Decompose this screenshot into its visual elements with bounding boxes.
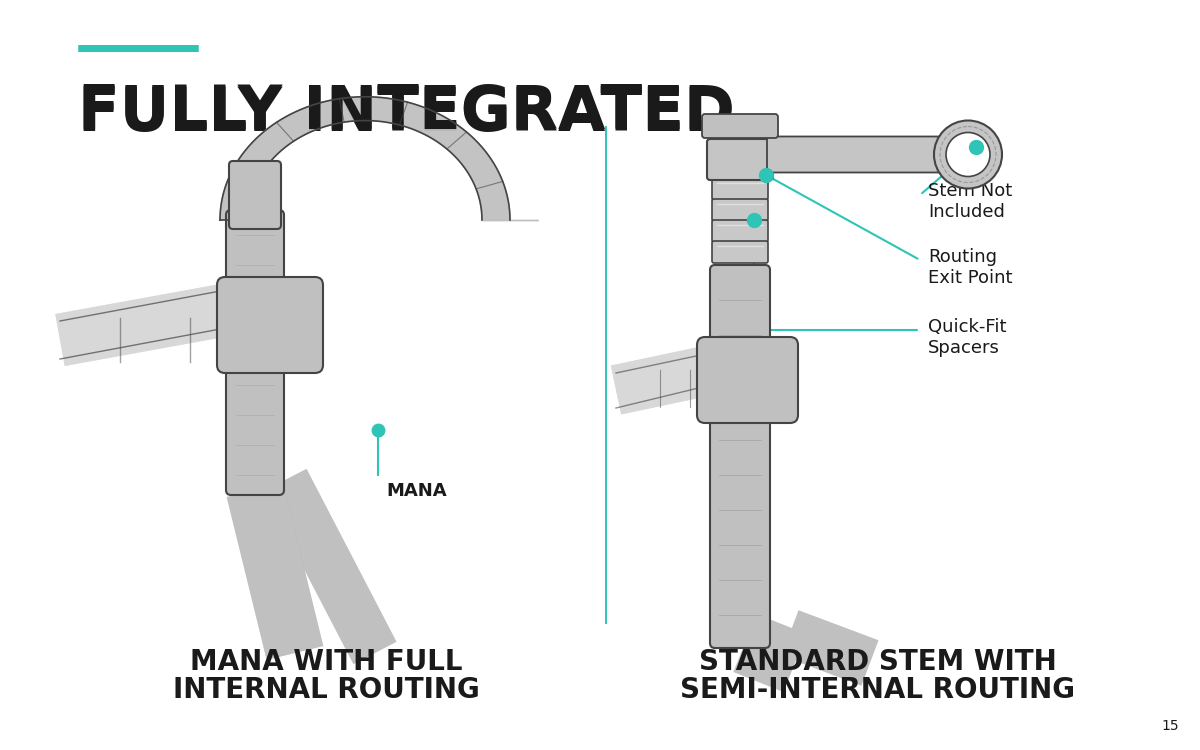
FancyBboxPatch shape: [226, 210, 284, 495]
Bar: [616, 127, 1140, 623]
FancyBboxPatch shape: [697, 337, 798, 423]
Circle shape: [934, 121, 1002, 188]
Text: FULLY INTEGRATED: FULLY INTEGRATED: [78, 86, 734, 145]
FancyBboxPatch shape: [712, 241, 768, 263]
Text: STANDARD STEM WITH: STANDARD STEM WITH: [700, 648, 1057, 676]
FancyBboxPatch shape: [712, 199, 768, 221]
Text: Routing
Exit Point: Routing Exit Point: [928, 248, 1013, 286]
FancyBboxPatch shape: [707, 139, 773, 180]
FancyBboxPatch shape: [702, 114, 778, 138]
Bar: [60, 127, 592, 623]
Text: INTERNAL ROUTING: INTERNAL ROUTING: [173, 676, 479, 704]
Text: Quick-Fit
Spacers: Quick-Fit Spacers: [928, 318, 1007, 357]
FancyBboxPatch shape: [229, 161, 281, 229]
FancyBboxPatch shape: [712, 220, 768, 242]
Text: 15: 15: [1162, 719, 1178, 733]
Text: MANA WITH FULL: MANA WITH FULL: [190, 648, 462, 676]
Text: SEMI-INTERNAL ROUTING: SEMI-INTERNAL ROUTING: [680, 676, 1075, 704]
Text: Stem Not
Included: Stem Not Included: [928, 182, 1013, 220]
FancyBboxPatch shape: [710, 265, 770, 648]
Polygon shape: [220, 97, 510, 220]
FancyBboxPatch shape: [217, 277, 323, 373]
FancyBboxPatch shape: [712, 178, 768, 200]
FancyBboxPatch shape: [767, 136, 943, 172]
Text: MANA: MANA: [386, 482, 446, 500]
Circle shape: [946, 133, 990, 176]
Text: FULLY INTEGRATED: FULLY INTEGRATED: [78, 82, 734, 142]
